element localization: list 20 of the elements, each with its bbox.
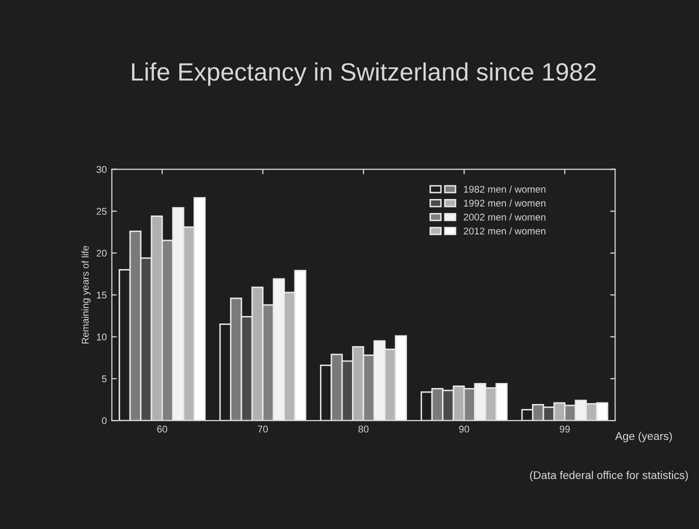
legend-label: 1982 men / women — [464, 186, 546, 193]
y-tick-label: 15 — [96, 292, 107, 299]
legend-label: 1992 men / women — [464, 199, 546, 207]
y-tick-label: 25 — [96, 208, 107, 215]
legend-label: 2002 men / women — [464, 213, 546, 221]
legend-label: 2012 men / women — [464, 227, 546, 234]
x-tick-label: 99 — [560, 426, 570, 433]
x-axis-title: Age (years) — [615, 432, 672, 442]
text: (Data federal office for statistics) — [530, 470, 688, 482]
y-axis-title: Remaining years of life — [82, 246, 91, 344]
y-tick-label: 30 — [96, 166, 107, 173]
x-tick-label: 80 — [358, 426, 369, 433]
x-tick-label: 60 — [157, 426, 168, 433]
y-tick-label: 20 — [96, 250, 107, 257]
chart-title: Life Expectancy in Switzerland since 1982 — [132, 62, 596, 86]
y-tick-label: 0 — [102, 417, 107, 424]
y-tick-label: 10 — [96, 334, 107, 340]
y-tick-label: 5 — [102, 376, 107, 382]
x-tick-label: 90 — [459, 426, 470, 433]
x-tick-label: 70 — [258, 426, 268, 433]
